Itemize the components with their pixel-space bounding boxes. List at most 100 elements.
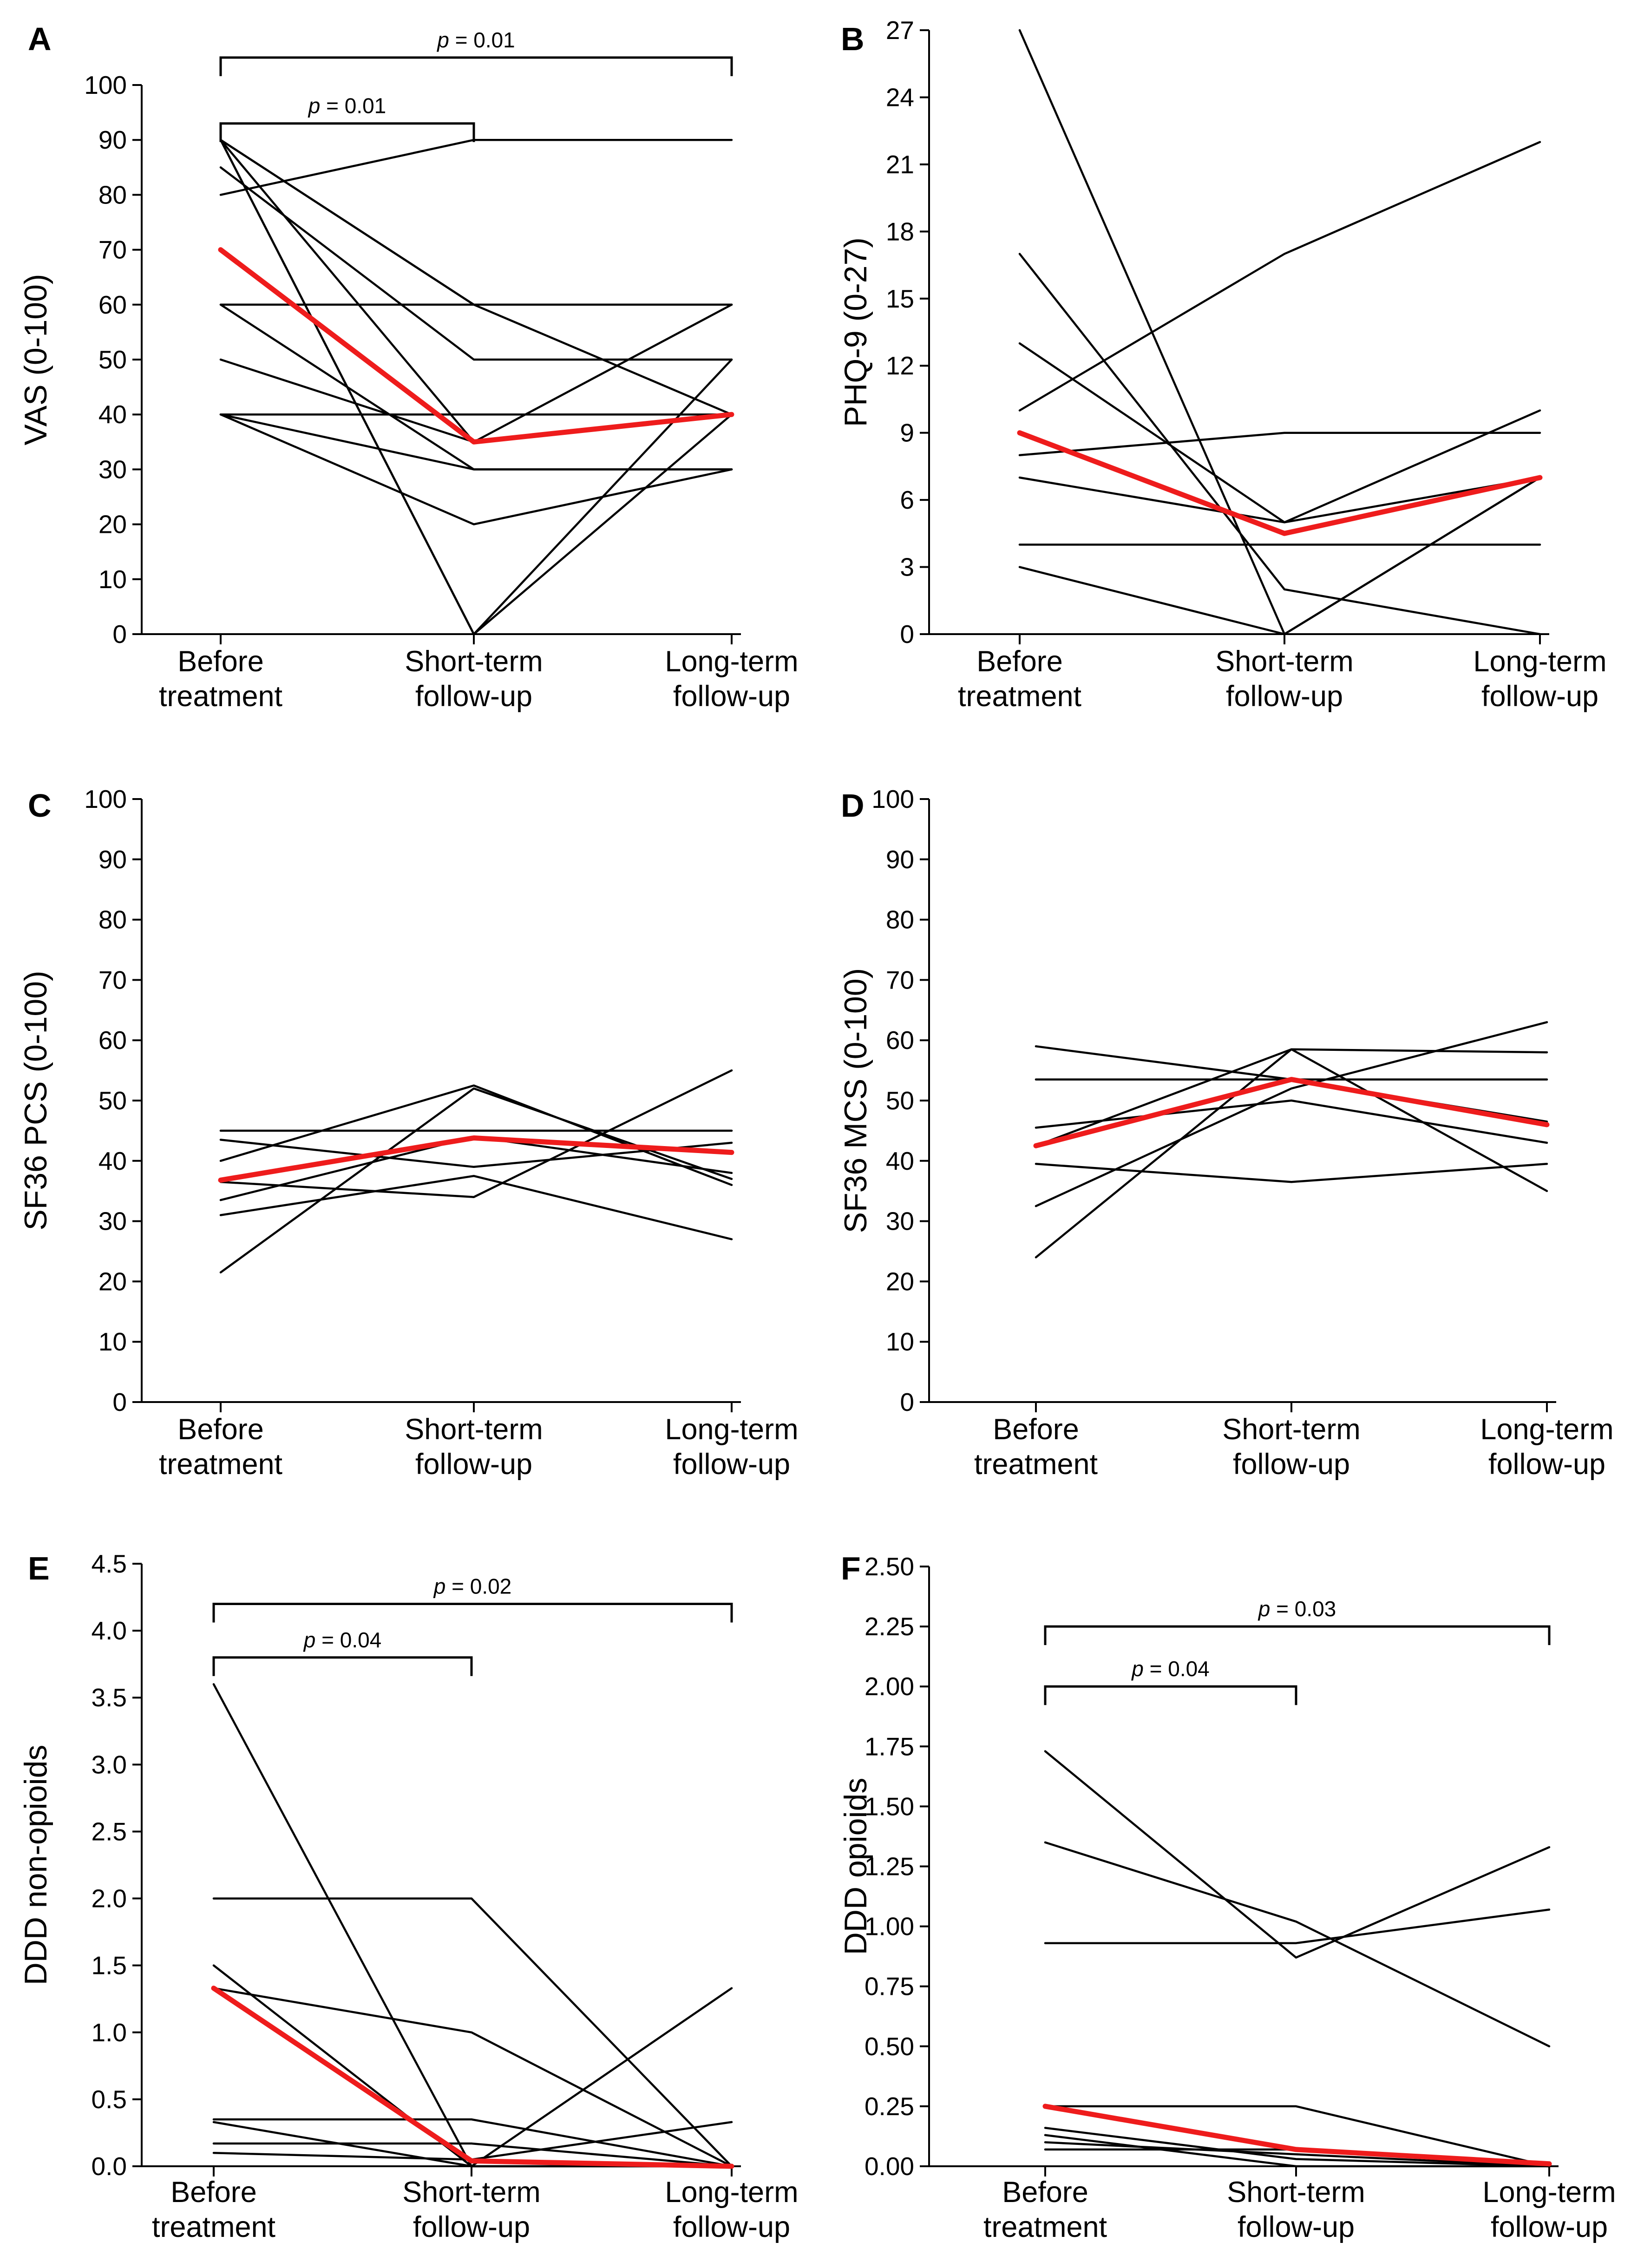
y-tick-label: 50 [886, 1086, 914, 1115]
x-tick-label: treatment [958, 680, 1082, 713]
y-tick-label: 60 [98, 290, 127, 319]
x-tick-label: follow-up [1481, 680, 1598, 713]
patient-line [1044, 1750, 1551, 1959]
y-tick-label: 50 [98, 1086, 127, 1115]
x-tick-label: Before [177, 645, 264, 678]
y-tick-label: 10 [886, 1327, 914, 1356]
y-tick-label: 60 [98, 1026, 127, 1055]
y-tick-label: 40 [98, 1147, 127, 1175]
y-tick-label: 2.25 [865, 1612, 914, 1641]
patient-line [219, 413, 733, 471]
patient-line [212, 1987, 733, 2168]
significance-bracket [219, 56, 733, 76]
y-tick-label: 3.0 [92, 1750, 127, 1779]
x-tick-label: Short-term [405, 645, 543, 678]
x-tick-label: follow-up [1491, 2211, 1608, 2243]
panel-letter-b: B [841, 21, 865, 57]
patient-line [219, 1175, 733, 1240]
p-value-label: p = 0.01 [308, 94, 386, 118]
p-value-label: p = 0.03 [1258, 1597, 1336, 1621]
x-tick-label: Long-term [665, 1413, 798, 1446]
patient-line [1044, 2127, 1551, 2168]
y-tick-label: 40 [98, 400, 127, 429]
patient-line [1044, 2105, 1551, 2168]
y-tick-label: 80 [886, 905, 914, 934]
y-tick-label: 1.00 [865, 1912, 914, 1941]
x-tick-label: Short-term [1215, 645, 1354, 678]
significance-bracket [1044, 1625, 1551, 1645]
y-tick-label: 1.50 [865, 1792, 914, 1821]
median-line [211, 1986, 734, 2169]
y-tick-label: 2.50 [865, 1552, 914, 1581]
x-tick-label: treatment [974, 1448, 1098, 1481]
y-tick-label: 30 [98, 455, 127, 484]
y-tick-label: 90 [886, 845, 914, 874]
y-tick-label: 10 [98, 1327, 127, 1356]
y-tick-label: 50 [98, 345, 127, 374]
patient-line [1018, 141, 1541, 412]
y-tick-label: 24 [886, 83, 914, 111]
patient-line [219, 138, 733, 196]
patient-line [212, 1683, 733, 2168]
x-tick-label: follow-up [673, 680, 790, 713]
y-tick-label: 4.0 [92, 1616, 127, 1645]
y-tick-label: 20 [98, 1267, 127, 1296]
y-tick-label: 100 [84, 785, 127, 813]
y-tick-label: 0.0 [92, 2152, 127, 2181]
panel-letter-a: A [28, 21, 52, 57]
y-tick-label: 40 [886, 1147, 914, 1175]
y-tick-label: 3 [900, 553, 914, 582]
x-tick-label: follow-up [673, 1448, 790, 1481]
y-tick-label: 2.0 [92, 1884, 127, 1913]
median-line [218, 247, 734, 445]
patient-line [219, 303, 733, 471]
x-tick-label: treatment [152, 2211, 276, 2243]
panel-letter-d: D [841, 787, 865, 824]
significance-bracket [212, 1602, 733, 1623]
significance-bracket [219, 122, 475, 142]
y-tick-label: 4.5 [92, 1549, 127, 1578]
x-tick-label: Before [976, 645, 1063, 678]
panel-f: F 0.00 0.25 0.50 0.75 1.00 1.25 1.50 1.75 2.00 2.2… [838, 1550, 1616, 2243]
patient-line [219, 358, 733, 443]
x-tick-label: Long-term [665, 645, 798, 678]
x-tick-label: treatment [159, 680, 283, 713]
significance-bracket [1044, 1685, 1297, 1705]
x-tick-label: treatment [983, 2211, 1107, 2243]
y-tick-label: 100 [84, 71, 127, 99]
x-tick-label: Short-term [1227, 2176, 1365, 2209]
panel-e: E 0.0 0.5 1.0 1.5 2.0 2.5 3.0 3.5 4.0 4.5 Beforetre… [18, 1549, 799, 2243]
patient-line [212, 2142, 733, 2168]
x-tick-label: follow-up [413, 2211, 530, 2243]
x-tick-label: follow-up [1226, 680, 1343, 713]
y-tick-label: 80 [98, 180, 127, 209]
y-tick-label: 0 [900, 620, 914, 649]
x-tick-label: follow-up [415, 680, 532, 713]
y-tick-label: 90 [98, 845, 127, 874]
x-tick-label: Before [170, 2176, 257, 2209]
y-tick-label: 0 [112, 620, 127, 649]
patient-line [1018, 29, 1541, 636]
y-tick-label: 12 [886, 351, 914, 380]
y-tick-label: 90 [98, 125, 127, 154]
y-tick-label: 100 [871, 785, 914, 813]
y-tick-label: 2.00 [865, 1672, 914, 1701]
patient-line [1018, 432, 1541, 457]
patient-line [212, 1897, 733, 2168]
y-tick-label: 0.50 [865, 2032, 914, 2061]
x-tick-label: Before [1002, 2176, 1088, 2209]
patient-line [212, 2121, 733, 2161]
y-tick-label: 60 [886, 1026, 914, 1055]
y-axis-title: DDD non-opioids [18, 1745, 53, 1986]
y-tick-label: 70 [886, 965, 914, 994]
y-tick-label: 30 [98, 1207, 127, 1236]
y-tick-label: 30 [886, 1207, 914, 1236]
patient-line [1044, 1841, 1551, 2048]
significance-bracket [212, 1656, 473, 1676]
y-tick-label: 0.00 [865, 2152, 914, 2181]
y-axis-title: PHQ-9 (0-27) [838, 237, 873, 427]
median-line [1033, 1077, 1550, 1148]
p-value-label: p = 0.04 [303, 1628, 382, 1652]
